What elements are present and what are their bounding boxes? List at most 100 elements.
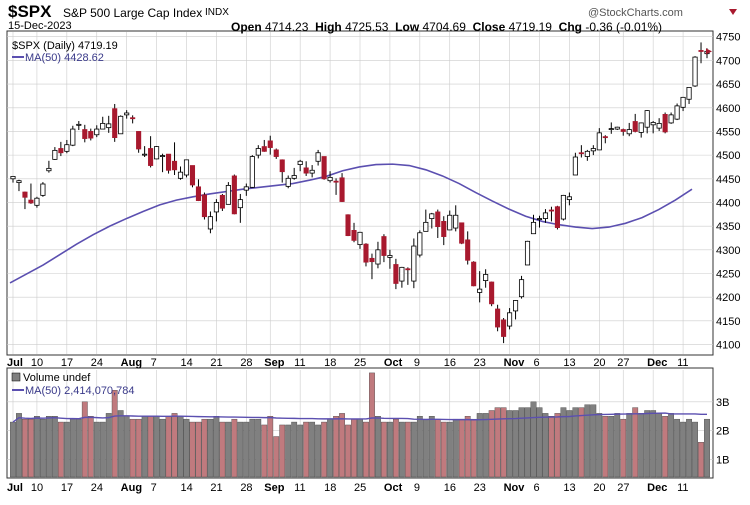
candle	[219, 193, 225, 211]
x-axis-labels-volume: Jul 10 17 24 Aug 7 14 21 28 Sep 11 18 25 Oct 9 16 23 Nov 6…	[7, 482, 689, 494]
volume-bar	[398, 421, 405, 478]
volume-bar	[207, 418, 214, 478]
volume-bar	[141, 416, 148, 478]
x-tick-label: Aug	[121, 482, 142, 494]
volume-bar	[572, 407, 579, 478]
candle	[369, 253, 375, 280]
candle-body	[327, 176, 333, 182]
volume-bar	[704, 418, 710, 478]
candle	[16, 179, 22, 192]
volume-bar	[375, 416, 381, 478]
candle-body	[142, 153, 148, 156]
candle-body	[28, 199, 34, 204]
x-tick-label: 6	[533, 482, 539, 494]
candle	[309, 165, 315, 178]
candle-body	[686, 87, 692, 100]
price-tick-label: 4700	[716, 55, 740, 67]
candle-body	[620, 129, 626, 132]
chg-value: -0.36 (-0.01%)	[585, 20, 663, 34]
x-tick-label: 18	[324, 357, 336, 369]
x-tick-label: 25	[354, 482, 366, 494]
volume-bar	[297, 424, 304, 478]
candle-body	[183, 159, 190, 176]
candle	[524, 240, 531, 266]
candle	[698, 42, 704, 64]
candle-body	[82, 129, 88, 139]
candle	[285, 175, 291, 189]
candle	[644, 110, 650, 134]
candle	[596, 128, 602, 151]
volume-bar	[488, 410, 495, 478]
candle	[124, 110, 130, 119]
candle	[46, 160, 52, 173]
volume-bar	[530, 401, 537, 478]
x-tick-label: 24	[91, 357, 103, 369]
x-tick-label: Sep	[264, 357, 284, 369]
x-tick-label: 20	[593, 357, 605, 369]
x-tick-label: 11	[677, 482, 688, 494]
candle-body	[88, 131, 94, 139]
quote-date: 15-Dec-2023	[8, 20, 72, 32]
x-tick-label: 11	[677, 357, 688, 369]
candle-body	[548, 209, 555, 212]
candle	[650, 121, 656, 134]
candle-body	[106, 123, 112, 129]
candle-body	[423, 221, 429, 232]
volume-bar	[548, 416, 555, 478]
volume-bar	[225, 421, 232, 478]
volume-bar	[339, 413, 345, 478]
candle-body	[315, 152, 321, 162]
candle	[620, 128, 626, 136]
candle	[441, 216, 447, 246]
volume-bar	[303, 421, 310, 478]
candle	[572, 152, 578, 176]
candle-body	[513, 300, 519, 312]
candle-body	[273, 149, 279, 157]
candle-body	[303, 167, 309, 174]
x-tick-label: 6	[533, 357, 539, 369]
candle-body	[411, 245, 417, 282]
price-tick-label: 4400	[716, 197, 740, 209]
high-value: 4725.53	[345, 20, 389, 34]
volume-bar	[494, 407, 501, 478]
price-tick-label: 4750	[716, 32, 740, 44]
x-axis-labels-price: Jul 10 17 24 Aug 7 14 21 28 Sep 11 18 25 Oct 9 16 23 Nov 6…	[7, 357, 689, 369]
volume-bar	[105, 413, 112, 478]
volume-bar	[632, 407, 639, 478]
candle-body	[459, 222, 465, 244]
volume-bar	[404, 421, 411, 478]
volume-bar	[129, 418, 136, 478]
candle-body	[76, 123, 82, 126]
x-tick-label: 14	[180, 357, 192, 369]
last-price-marker	[706, 48, 712, 55]
x-tick-label: 23	[474, 357, 486, 369]
volume-bar	[434, 418, 441, 478]
low-value: 4704.69	[422, 20, 466, 34]
x-tick-label: 16	[444, 357, 456, 369]
candle-body	[507, 312, 513, 327]
volume-bar	[614, 413, 621, 478]
candle-body	[16, 180, 22, 183]
index-name: S&P 500 Large Cap Index	[63, 6, 203, 20]
volume-bar	[518, 407, 525, 478]
volume-tick-label: 2B	[716, 426, 729, 438]
candle-body	[189, 165, 196, 186]
candle	[501, 318, 507, 344]
candle	[76, 121, 82, 131]
candle	[375, 241, 381, 269]
candle-body	[297, 160, 303, 165]
volume-bar	[363, 421, 369, 478]
volume-bar	[243, 421, 250, 478]
volume-axis-ticks: 1B 2B 3B	[716, 397, 729, 467]
volume-bar	[177, 416, 184, 478]
candle-body	[453, 214, 459, 229]
candle	[273, 148, 279, 159]
x-tick-label: 10	[31, 482, 43, 494]
volume-legend-swatch	[11, 372, 21, 382]
x-tick-label: Dec	[647, 357, 667, 369]
candle-body	[375, 249, 381, 265]
volume-bar	[602, 416, 609, 478]
candle	[590, 145, 596, 156]
close-label: Close	[472, 20, 506, 34]
volume-bar	[416, 416, 423, 478]
